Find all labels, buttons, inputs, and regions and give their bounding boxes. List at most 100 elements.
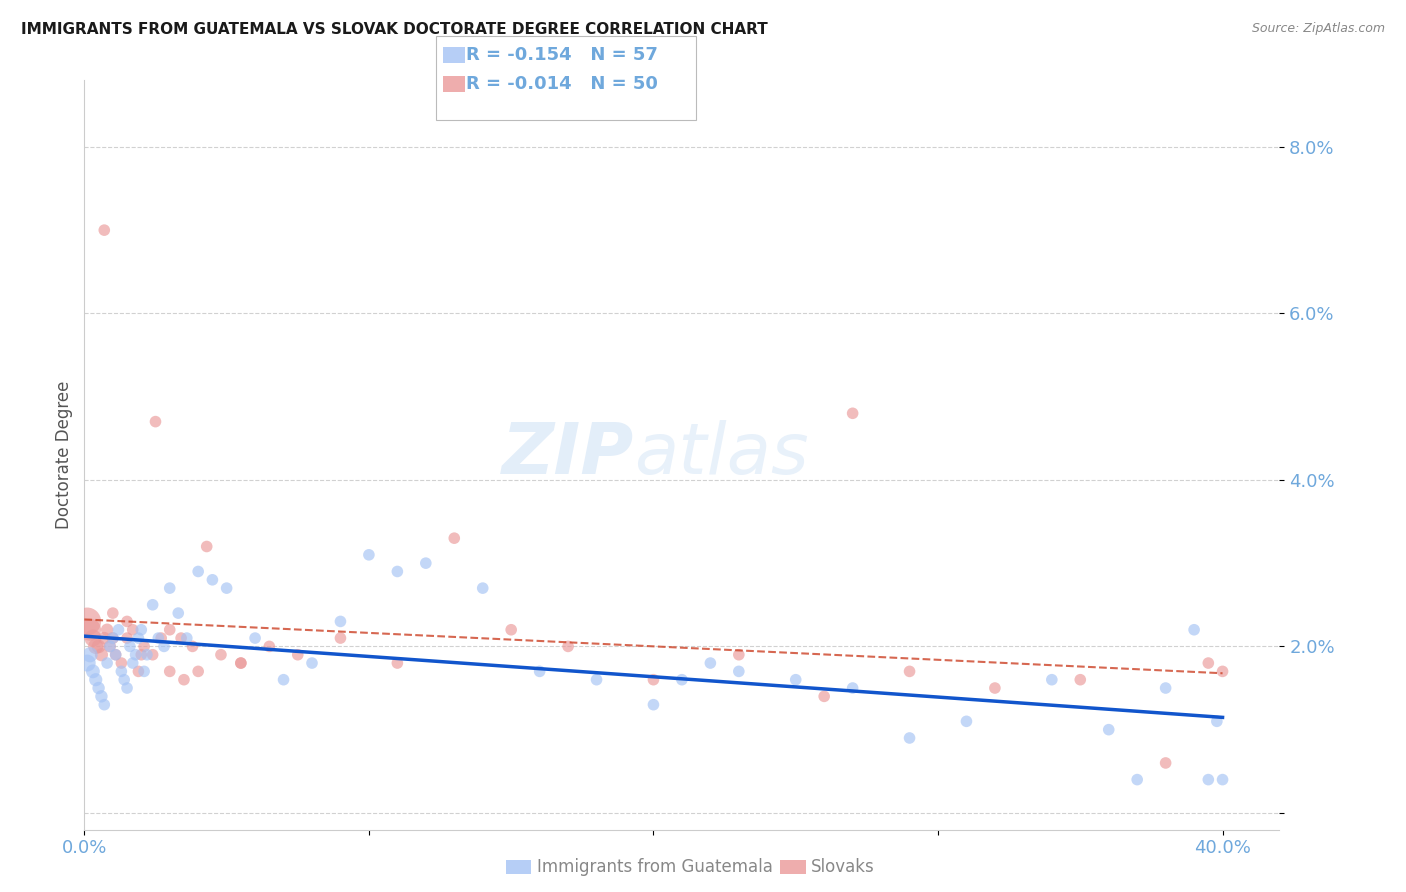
Text: Immigrants from Guatemala: Immigrants from Guatemala (537, 858, 773, 876)
Point (259, 640, 281, 654)
Point (187, 565, 209, 579)
Point (1040, 673, 1063, 687)
Point (195, 540, 218, 554)
Point (1212, 665, 1234, 679)
Point (243, 631, 266, 645)
Point (173, 673, 195, 687)
Point (201, 573, 224, 587)
Point (643, 698, 665, 712)
Point (1182, 623, 1205, 637)
Point (1126, 772, 1149, 787)
Point (98, 640, 121, 654)
Point (898, 665, 921, 679)
Point (121, 656, 143, 670)
Point (101, 606, 124, 620)
Point (115, 631, 138, 645)
Point (82, 631, 104, 645)
Text: R = -0.014   N = 50: R = -0.014 N = 50 (467, 75, 658, 93)
Point (104, 648, 127, 662)
Text: IMMIGRANTS FROM GUATEMALA VS SLOVAK DOCTORATE DEGREE CORRELATION CHART: IMMIGRANTS FROM GUATEMALA VS SLOVAK DOCT… (21, 22, 768, 37)
Point (142, 598, 165, 612)
Text: Slovaks: Slovaks (811, 858, 875, 876)
Point (501, 623, 523, 637)
Point (1212, 772, 1234, 787)
Point (387, 565, 409, 579)
Point (1197, 772, 1219, 787)
Point (984, 681, 1007, 695)
Point (471, 581, 494, 595)
Point (118, 640, 141, 654)
Point (176, 631, 198, 645)
Point (76, 656, 98, 670)
Point (93, 631, 115, 645)
Point (115, 615, 138, 629)
Point (84, 640, 107, 654)
Point (159, 665, 181, 679)
Point (79, 623, 101, 637)
Point (129, 648, 152, 662)
Point (785, 673, 807, 687)
Point (93, 223, 115, 237)
Point (87, 640, 110, 654)
Point (357, 548, 380, 562)
Point (96, 656, 118, 670)
Point (127, 631, 149, 645)
Point (98, 640, 121, 654)
Point (84, 673, 107, 687)
Point (90, 690, 112, 704)
Point (132, 640, 156, 654)
Point (181, 640, 204, 654)
Point (209, 648, 232, 662)
Text: Source: ZipAtlas.com: Source: ZipAtlas.com (1251, 22, 1385, 36)
Point (104, 648, 127, 662)
Point (387, 656, 409, 670)
Point (167, 606, 190, 620)
Point (671, 673, 693, 687)
Point (841, 681, 863, 695)
Point (96, 623, 118, 637)
Point (1205, 714, 1227, 729)
Point (136, 648, 159, 662)
Text: ZIP: ZIP (502, 420, 634, 490)
Point (90, 648, 112, 662)
Point (643, 673, 665, 687)
Point (153, 640, 176, 654)
Point (287, 648, 309, 662)
Point (585, 673, 607, 687)
Point (121, 623, 143, 637)
Point (170, 631, 193, 645)
Point (301, 656, 323, 670)
Point (127, 665, 149, 679)
Point (699, 656, 721, 670)
Point (841, 406, 863, 420)
Point (112, 673, 135, 687)
Point (110, 656, 132, 670)
Point (101, 631, 124, 645)
Text: atlas: atlas (634, 420, 808, 490)
Point (727, 648, 749, 662)
Point (1154, 681, 1177, 695)
Point (82, 665, 104, 679)
Point (148, 631, 170, 645)
Point (229, 656, 252, 670)
Point (1197, 656, 1219, 670)
Point (101, 631, 124, 645)
Point (142, 648, 165, 662)
Point (898, 731, 921, 745)
Point (159, 623, 181, 637)
Y-axis label: Doctorate Degree: Doctorate Degree (55, 381, 73, 529)
Point (215, 581, 238, 595)
Point (150, 631, 173, 645)
Point (329, 631, 352, 645)
Point (443, 531, 465, 545)
Point (529, 665, 551, 679)
Point (813, 690, 835, 704)
Point (955, 714, 977, 729)
Point (415, 556, 437, 570)
Point (124, 648, 146, 662)
Point (187, 665, 209, 679)
Point (1098, 723, 1121, 737)
Text: R = -0.154   N = 57: R = -0.154 N = 57 (467, 46, 658, 64)
Point (87, 681, 110, 695)
Point (132, 665, 156, 679)
